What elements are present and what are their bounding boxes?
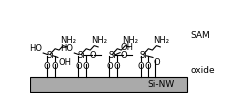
Text: O: O: [120, 51, 127, 60]
Text: Si: Si: [109, 51, 117, 60]
Text: HO: HO: [61, 44, 74, 53]
Text: NH₂: NH₂: [122, 36, 138, 45]
Text: OH: OH: [59, 58, 72, 67]
Text: NH₂: NH₂: [153, 36, 169, 45]
Text: O: O: [144, 62, 151, 71]
Text: O: O: [154, 58, 160, 67]
Text: O: O: [82, 62, 89, 71]
Bar: [30, 77, 187, 92]
Text: SAM: SAM: [190, 31, 210, 40]
Text: Si: Si: [78, 51, 85, 60]
Text: O: O: [51, 62, 58, 71]
Text: Si: Si: [140, 51, 148, 60]
Text: oxide: oxide: [190, 66, 215, 75]
Text: O: O: [75, 62, 82, 71]
Text: NH₂: NH₂: [60, 36, 76, 45]
Text: O: O: [114, 62, 120, 71]
Text: NH₂: NH₂: [91, 36, 107, 45]
Text: O: O: [89, 51, 96, 60]
Text: O: O: [137, 62, 144, 71]
Text: O: O: [44, 62, 51, 71]
Text: HO: HO: [30, 44, 42, 53]
Text: O: O: [106, 62, 113, 71]
Text: Si-NW: Si-NW: [148, 80, 175, 89]
Text: OH: OH: [121, 43, 134, 52]
Text: Si: Si: [47, 51, 54, 60]
